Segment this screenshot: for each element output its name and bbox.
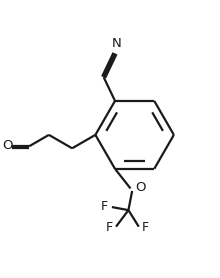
Text: F: F	[106, 221, 113, 234]
Text: N: N	[112, 37, 121, 50]
Text: O: O	[2, 139, 13, 152]
Text: F: F	[101, 200, 108, 213]
Text: O: O	[135, 181, 146, 194]
Text: F: F	[142, 221, 149, 234]
